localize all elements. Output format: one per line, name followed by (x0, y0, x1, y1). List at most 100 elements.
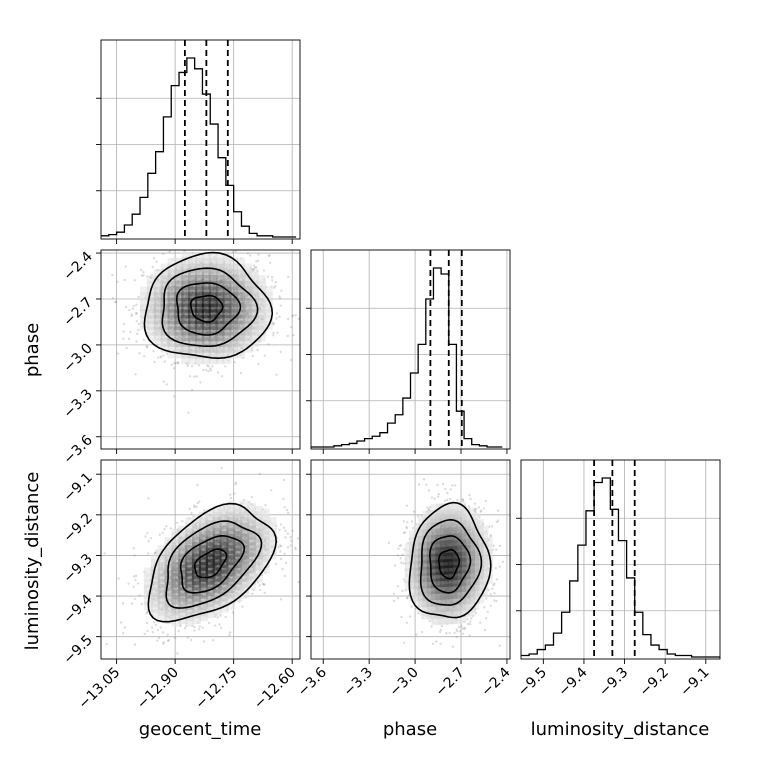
density-cell (153, 338, 163, 347)
sample-point (274, 285, 277, 288)
sample-point (446, 498, 449, 502)
sample-point (445, 632, 448, 635)
density-cell (153, 326, 163, 336)
sample-point (279, 544, 283, 548)
density-cell (208, 349, 218, 359)
sample-point (168, 250, 171, 253)
sample-point (228, 633, 231, 637)
sample-point (122, 322, 126, 326)
sample-point (449, 488, 452, 491)
density-cell (181, 309, 191, 319)
density-cell (153, 286, 163, 296)
density-cell (188, 315, 198, 325)
density-cell (160, 320, 170, 330)
sample-point (188, 375, 192, 378)
sample-point (290, 358, 293, 362)
density-cell (243, 292, 253, 302)
density-cell (195, 338, 204, 347)
sample-point (123, 626, 127, 629)
sample-point (140, 602, 143, 606)
density-cell (236, 315, 246, 325)
density-cell (215, 303, 225, 313)
y-tick-label: −3.3 (60, 386, 95, 421)
sample-point (212, 639, 215, 642)
density-cell (195, 349, 204, 359)
density-cell (215, 292, 225, 302)
sample-point (220, 626, 223, 630)
sample-point (457, 625, 461, 629)
density-cell (167, 280, 177, 290)
sample-point (401, 589, 404, 593)
density-cell (249, 286, 259, 296)
sample-point (175, 521, 179, 524)
sample-point (453, 631, 456, 635)
density-cell (222, 257, 232, 267)
density-cell (167, 269, 177, 279)
sample-point (190, 388, 194, 392)
joint-geocent-time-luminosity-distance-panel: −13.05 −12.90 −12.75 −12.60−9.5−9.4−9.3−9.2… (60, 459, 301, 713)
sample-point (177, 630, 180, 633)
sample-point (415, 633, 418, 636)
sample-point (229, 493, 232, 496)
density-cell (215, 252, 225, 262)
density-cell (201, 338, 211, 347)
density-cell (236, 286, 246, 296)
sample-point (160, 356, 163, 359)
sample-point (158, 533, 161, 536)
x-tick-label: −12.90 (134, 665, 182, 713)
sample-point (196, 501, 200, 505)
sample-point (111, 296, 115, 300)
density-cell (140, 309, 149, 319)
density-cell (181, 292, 191, 302)
sample-point (281, 567, 284, 571)
density-cell (222, 309, 232, 319)
density-cell (167, 332, 177, 342)
sample-point (133, 643, 137, 646)
density-cell (236, 338, 246, 347)
sample-point (430, 496, 434, 499)
sample-point (451, 645, 454, 648)
y-tick-label: −9.4 (60, 592, 95, 627)
histogram-step (311, 267, 503, 448)
sample-point (196, 483, 199, 487)
sample-point (469, 622, 472, 626)
sample-point (207, 370, 210, 373)
density-cell (174, 303, 184, 313)
y-tick-label: −3.6 (60, 432, 95, 467)
density-cell (256, 320, 266, 330)
density-cell (222, 355, 232, 365)
density-cell (201, 297, 211, 307)
sample-point (165, 383, 168, 386)
sample-point (114, 300, 118, 304)
sample-point (495, 548, 498, 551)
sample-point (204, 369, 208, 372)
density-cell (243, 309, 253, 319)
sample-point (138, 351, 141, 355)
density-cell (208, 309, 218, 319)
sample-point (437, 492, 440, 496)
sample-point (142, 338, 146, 341)
sample-point (175, 361, 178, 365)
sample-point (176, 652, 179, 655)
density-cell (174, 280, 184, 290)
density-cell (160, 263, 170, 273)
sample-point (455, 636, 458, 639)
density-cell (188, 320, 198, 330)
density-cell (215, 355, 225, 365)
density-cell (236, 257, 246, 267)
density-cell (215, 263, 225, 273)
sample-point (145, 345, 149, 349)
sample-point (124, 265, 127, 268)
sample-point (275, 312, 279, 315)
sample-point (470, 617, 473, 620)
density-cell (208, 303, 218, 313)
density-cell (181, 275, 191, 284)
density-cell (236, 297, 246, 307)
density-cell (195, 286, 204, 296)
y-tick-label: −9.2 (60, 510, 95, 545)
density-cell (167, 257, 177, 267)
sample-point (294, 548, 297, 551)
density-cell (243, 275, 253, 284)
density-cell (222, 343, 232, 353)
sample-point (256, 259, 260, 262)
